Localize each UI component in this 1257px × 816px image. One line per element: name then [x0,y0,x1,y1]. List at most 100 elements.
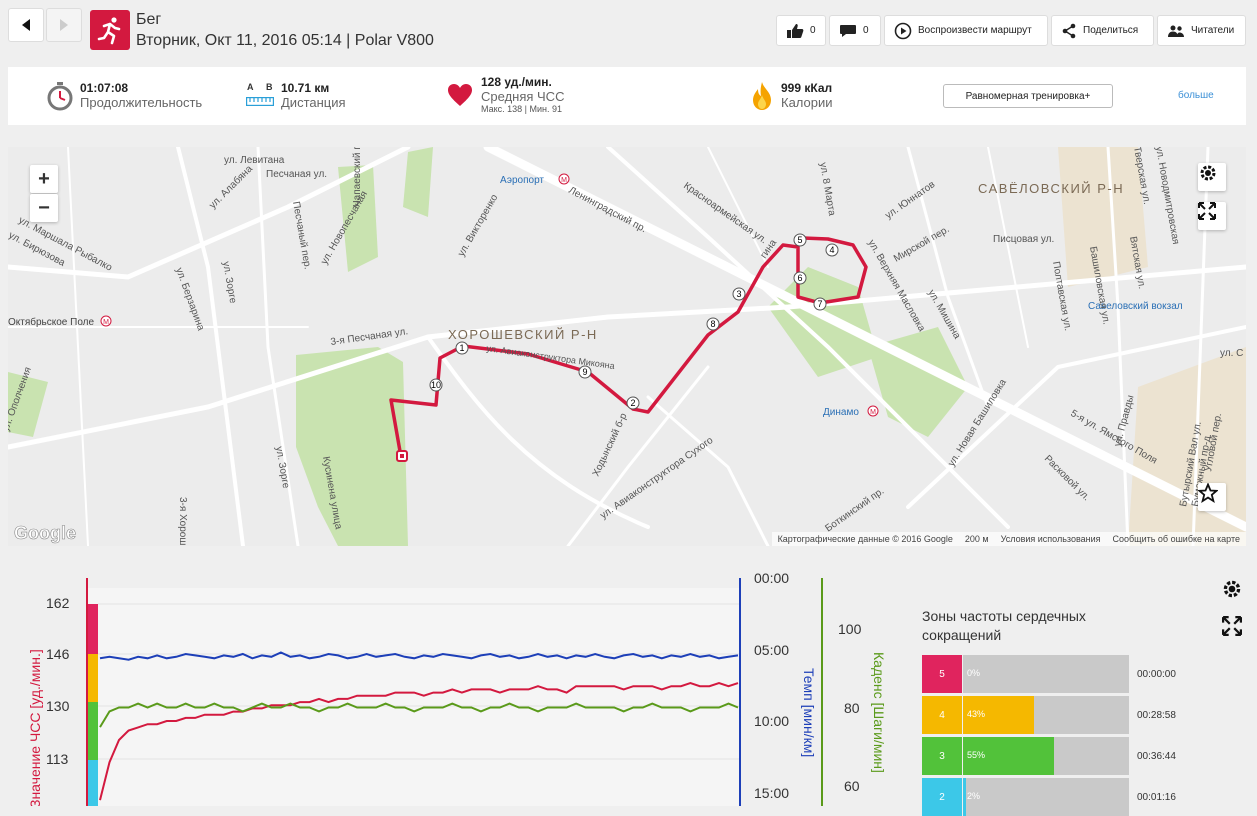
heart-rate-minmax: Макс. 138 | Мин. 91 [481,104,563,114]
thumbs-up-icon [787,23,804,38]
expand-icon [1222,616,1242,636]
park-area [768,267,878,377]
like-button[interactable]: 0 [776,15,826,46]
zone-bar-fill [963,737,1055,775]
svg-text:5: 5 [797,235,802,245]
share-label: Поделиться [1083,25,1139,36]
zone-bar-fill [963,696,1035,734]
hr-zone-row: 4 43% [922,696,1129,734]
duration-label: Продолжительность [80,95,203,110]
duration-metric: 01:07:08 Продолжительность [80,81,202,110]
map-district-khoroshevsky: ХОРОШЕВСКИЙ Р-Н [448,327,598,342]
route-map[interactable]: ул. Левитана ул. Алабяна Песчаная ул. Ча… [8,147,1246,546]
map-fullscreen-button[interactable] [1198,202,1226,230]
lap-marker[interactable]: 8 [706,317,720,331]
map-settings-button[interactable] [1198,163,1226,191]
map-label-aviakonstruktora: ул. Авиаконструктора Микояна [486,343,616,371]
lap-marker[interactable]: 4 [825,243,839,257]
star-icon [1198,483,1218,503]
lap-marker[interactable]: 7 [813,297,827,311]
pace-series-line [99,651,739,661]
start-marker-icon [396,450,408,462]
readers-button[interactable]: Читатели [1157,15,1246,46]
svg-text:3: 3 [736,289,741,299]
hr-series-line [99,682,739,801]
top-bar: Бег Вторник, Окт 11, 2016 05:14 | Polar … [0,0,1257,62]
svg-text:4: 4 [829,245,834,255]
comment-icon [840,24,856,37]
chart-settings-button[interactable] [1218,575,1246,603]
zone-band-5 [87,604,98,654]
like-count: 0 [810,25,816,36]
gear-icon [1223,580,1241,598]
expand-icon [1198,202,1216,220]
pace-tick: 15:00 [754,785,789,801]
share-button[interactable]: Поделиться [1051,15,1154,46]
map-attribution: Картографические данные © 2016 Google 20… [771,532,1246,546]
zone-time: 00:36:44 [1137,751,1176,762]
zoom-in-button[interactable]: + [30,165,58,193]
map-label-pechany: Песчаный пер. [290,201,313,271]
hr-pace-cadence-chart[interactable]: 162 146 130 113 00:00 05:00 10:00 15:00 … [0,560,900,806]
heart-rate-metric: 128 уд./мин. Средняя ЧСС Макс. 138 | Мин… [481,75,564,114]
map-label-berzarina: ул. Берзарина [173,266,206,332]
park-area [296,347,408,546]
pace-tick: 05:00 [754,642,789,658]
map-label-khoroshevo: 3-я Хорош [177,497,188,545]
arrow-left-icon [22,19,30,31]
cadence-tick: 100 [838,621,862,637]
zone-bar-track: 0% [963,655,1129,693]
zone-band-2 [87,760,98,806]
hr-tick: 162 [46,595,70,611]
map-district-savelovsky: САВЁЛОВСКИЙ Р-Н [978,181,1124,196]
zone-number: 5 [922,655,962,693]
map-label-yunnatov: ул. Юннатов [883,179,937,221]
lap-marker[interactable]: 5 [793,233,807,247]
zone-band-3 [87,702,98,760]
lap-marker[interactable]: 10 [429,378,443,392]
play-icon [894,22,912,39]
map-favorite-button[interactable] [1198,483,1226,511]
zone-number: 3 [922,737,962,775]
zoom-out-button[interactable]: − [30,194,58,222]
chart-plot-area [87,588,739,806]
hr-tick: 113 [46,751,69,767]
cadence-axis-label: Каденс [Шаги/мин] [871,652,887,773]
duration-value: 01:07:08 [80,81,129,95]
map-canvas[interactable]: ул. Левитана ул. Алабяна Песчаная ул. Ча… [8,147,1246,546]
lap-marker[interactable]: 9 [578,365,592,379]
zone-number: 2 [922,778,962,816]
training-type-button[interactable]: Равномерная тренировка+ [943,84,1113,108]
map-label-savelovsky-vokzal: Савеловский вокзал [1088,301,1183,312]
pace-tick: 00:00 [754,570,789,586]
replay-route-button[interactable]: Воспроизвести маршрут [884,15,1048,46]
map-label-krasnoarmeyskaya: Красноармейская ул. [681,180,768,246]
lap-marker[interactable]: 2 [626,396,640,410]
comment-button[interactable]: 0 [829,15,881,46]
google-logo: Google [14,523,76,543]
map-label-leningradsky: Ленинградский пр. [567,185,648,235]
heart-icon [448,84,472,106]
zone-percent: 55% [967,750,986,760]
pace-tick: 10:00 [754,713,789,729]
chart-fullscreen-button[interactable] [1218,612,1246,640]
stopwatch-icon [47,82,73,111]
map-terms-link[interactable]: Условия использования [1000,534,1101,544]
zone-bar-fill [963,778,967,816]
back-button[interactable] [8,8,44,42]
more-link[interactable]: больше [1178,90,1214,101]
urban-area [1058,147,1148,287]
hr-zone-row: 5 0% [922,655,1129,693]
map-report-link[interactable]: Сообщить об ошибке на карте [1112,534,1240,544]
lap-marker[interactable]: 6 [793,271,807,285]
forward-button[interactable] [46,8,82,42]
svg-text:9: 9 [582,367,587,377]
heart-rate-value: 128 уд./мин. [481,75,552,89]
hr-axis-label: Значение ЧСС [уд./мин.] [27,649,43,806]
lap-marker[interactable]: 3 [732,287,746,301]
cadence-tick: 60 [844,778,860,794]
lap-marker[interactable]: 1 [455,341,469,355]
map-label-oktyabrskoe: Октябрьское Поле [8,316,95,328]
svg-text:1: 1 [459,343,464,353]
running-icon [90,10,130,50]
